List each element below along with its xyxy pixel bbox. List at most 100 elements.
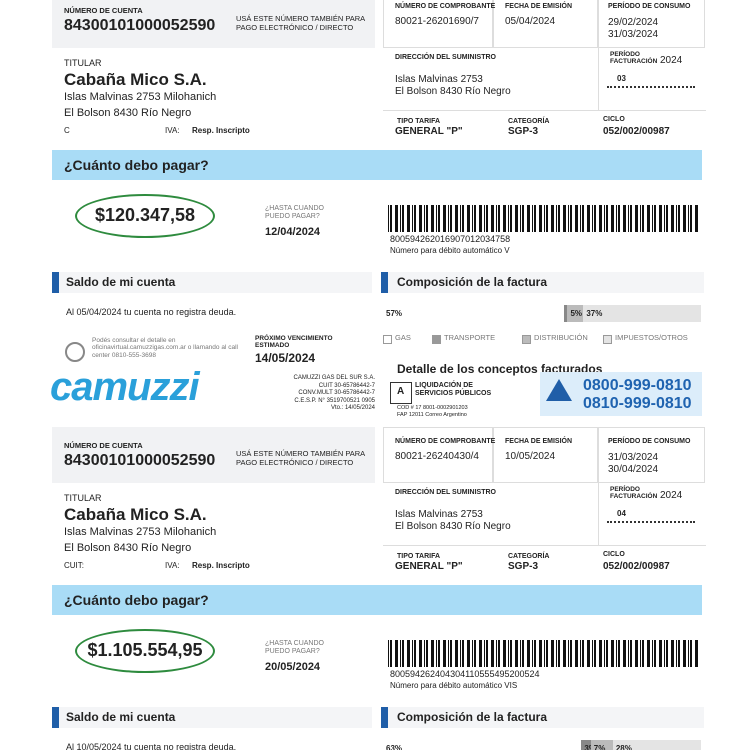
value: 10/05/2024 (505, 451, 556, 462)
value: 30/04/2024 (608, 464, 659, 475)
barcode-stripe (484, 640, 485, 667)
composition-segment (590, 740, 613, 750)
label: IVA: (165, 561, 180, 570)
barcode-stripe (606, 205, 608, 232)
label: TITULAR (64, 493, 102, 503)
label: C (64, 126, 70, 135)
barcode-stripe (647, 640, 650, 667)
info-text: Podés consultar el detalle en oficinavir… (92, 337, 238, 359)
value: El Bolson 8430 Río Negro (395, 86, 511, 97)
holder-name: Cabaña Mico S.A. (64, 70, 207, 89)
barcode-stripe (486, 205, 488, 232)
barcode-stripe (390, 205, 392, 232)
label: FAP 12011 Correo Argentino (397, 412, 467, 418)
label: PERÍODO DE CONSUMO (608, 3, 691, 10)
barcode-stripe (563, 640, 566, 667)
barcode-stripe (671, 205, 674, 232)
barcode-stripe (395, 205, 398, 232)
barcode-stripe (587, 205, 590, 232)
barcode-stripe (623, 205, 626, 232)
barcode-stripe (618, 205, 620, 232)
barcode-stripe (594, 640, 596, 667)
legend-label: TRANSPORTE (444, 333, 496, 342)
barcode-stripe (539, 205, 542, 232)
warning-icon (546, 379, 572, 401)
info-cell (383, 427, 493, 483)
label: COD # 17 8001-0002901203 (397, 405, 468, 411)
barcode-stripe (486, 640, 488, 667)
barcode-stripe (695, 205, 698, 232)
pay-bar (52, 150, 702, 180)
barcode-stripe (640, 205, 641, 232)
barcode-stripe (407, 640, 410, 667)
barcode-stripe (652, 640, 653, 667)
barcode-stripe (503, 640, 506, 667)
barcode-stripe (630, 205, 632, 232)
composition-segment (583, 305, 701, 322)
value: 31/03/2024 (608, 29, 659, 40)
info-cell (493, 427, 598, 483)
legend-label: IMPUESTOS/OTROS (615, 333, 688, 342)
barcode-stripe (532, 205, 533, 232)
segment-label: 7% (593, 744, 606, 750)
label: ¿HASTA CUANDO PUEDO PAGAR? (265, 205, 324, 221)
barcode-stripe (491, 205, 494, 232)
barcode-stripe (455, 640, 458, 667)
barcode-stripe (527, 205, 530, 232)
label: NÚMERO DE CUENTA (64, 6, 143, 15)
barcode-stripe (460, 205, 461, 232)
composition-segment (383, 305, 565, 322)
segment-label: 3% (584, 744, 596, 750)
barcode-stripe (592, 640, 593, 667)
barcode-stripe (546, 640, 548, 667)
barcode-stripe (604, 205, 605, 232)
barcode-stripe (671, 640, 674, 667)
address: El Bolson 8430 Río Negro (64, 542, 192, 554)
value: GENERAL "P" (395, 561, 463, 572)
suministro-box (383, 483, 598, 546)
barcode-number: 800594262016907012034758 (390, 234, 511, 244)
barcode-stripe (510, 205, 512, 232)
amount-ellipse (75, 629, 215, 673)
company-line: C.E.S.P. N° 3519700521 0905 (294, 397, 375, 404)
label: FECHA DE EMISIÓN (505, 3, 573, 10)
value: Resp. Inscripto (192, 561, 250, 570)
barcode-stripe (678, 640, 680, 667)
company-line: CUIT 30-65786442-7 (318, 382, 375, 389)
section-heading: Saldo de mi cuenta (66, 275, 176, 289)
section-accent (52, 707, 59, 728)
barcode-stripe (690, 640, 692, 667)
holder-name: Cabaña Mico S.A. (64, 505, 207, 524)
barcode-stripe (424, 205, 425, 232)
barcode-stripe (635, 640, 638, 667)
legend-swatch (432, 335, 441, 344)
info-cell (493, 0, 598, 48)
barcode-stripe (654, 205, 656, 232)
barcode-stripe (594, 205, 596, 232)
company-line: Vto.: 14/05/2024 (330, 405, 375, 411)
barcode-stripe (563, 205, 566, 232)
barcode-stripe (539, 640, 542, 667)
barcode-stripe (618, 640, 620, 667)
periodo-box (598, 48, 706, 111)
barcode-number: 800594262404304110555495200524 (390, 669, 540, 679)
barcode-stripe (496, 640, 497, 667)
label: PERÍODO FACTURACIÓN (610, 51, 658, 66)
barcode-stripe (580, 205, 581, 232)
section-heading: Composición de la factura (397, 710, 548, 724)
suministro-box (383, 48, 598, 111)
barcode-stripe (654, 640, 656, 667)
barcode-stripe (450, 205, 452, 232)
value: 052/002/00987 (603, 561, 670, 572)
barcode-stripe (551, 205, 554, 232)
body-text: Al 10/05/2024 tu cuenta no registra deud… (66, 742, 237, 750)
legend-label: DISTRIBUCIÓN (534, 333, 588, 342)
section-bar (388, 707, 704, 728)
label: NÚMERO DE COMPROBANTE (395, 438, 496, 445)
address: El Bolson 8430 Río Negro (64, 107, 192, 119)
barcode-stripe (688, 640, 689, 667)
barcode-stripe (467, 640, 470, 667)
barcode-stripe (414, 205, 416, 232)
label: TITULAR (64, 58, 102, 68)
